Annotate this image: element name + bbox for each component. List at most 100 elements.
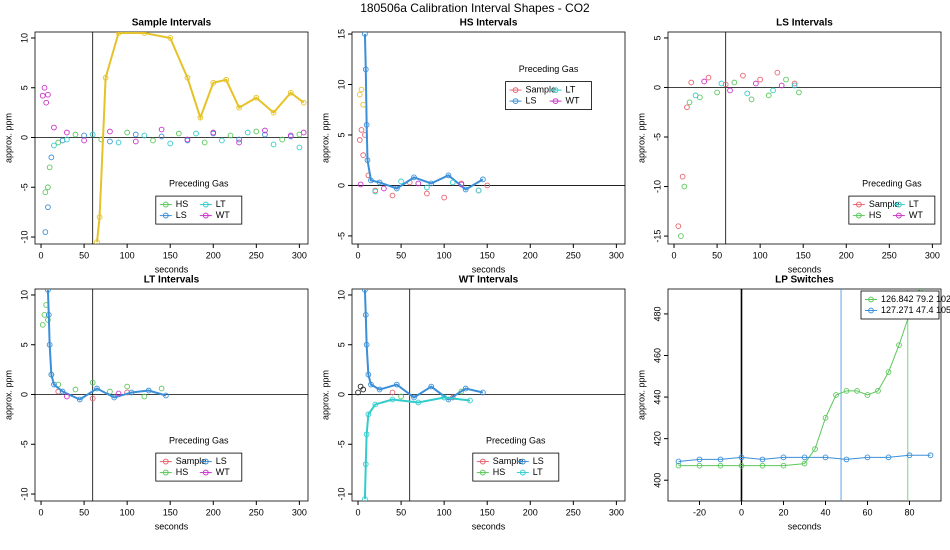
panel-title: LT Intervals	[144, 275, 200, 286]
data-point	[833, 392, 839, 398]
data-point	[253, 94, 260, 101]
data-point	[362, 461, 369, 468]
figure-title: 180506a Calibration Interval Shapes - CO…	[360, 1, 590, 15]
data-point	[372, 188, 379, 195]
data-point	[686, 99, 693, 106]
legend-swatch	[202, 469, 209, 476]
data-point	[132, 131, 139, 138]
legend-box	[860, 290, 940, 320]
x-tick-label: 300	[609, 250, 624, 260]
data-point	[356, 91, 363, 98]
data-point	[372, 401, 379, 408]
x-tick-label: 50	[79, 507, 89, 517]
y-axis-label: approx. ppm	[320, 113, 330, 163]
data-point	[175, 130, 182, 137]
data-point	[854, 387, 860, 394]
data-point	[774, 69, 781, 76]
data-point	[262, 127, 268, 134]
series-line	[96, 32, 305, 243]
legend-swatch	[202, 458, 209, 465]
legend-title: Preceding Gas	[486, 435, 546, 445]
data-point	[45, 312, 52, 318]
data-point	[714, 89, 720, 96]
y-tick-label: 5	[19, 342, 29, 347]
data-point	[45, 91, 51, 98]
y-tick-label: -10	[19, 231, 29, 244]
data-point	[355, 389, 361, 396]
data-point	[210, 129, 217, 136]
plot-box	[667, 31, 942, 245]
data-point	[115, 139, 122, 146]
data-point	[770, 87, 776, 94]
data-point	[389, 389, 396, 396]
y-tick-label: 0	[652, 85, 662, 90]
data-point	[223, 76, 230, 83]
data-point	[791, 80, 798, 87]
data-point	[738, 462, 745, 469]
data-point	[759, 456, 766, 463]
legend-swatch	[479, 458, 486, 465]
plot-box	[351, 31, 626, 245]
data-point	[362, 66, 369, 73]
data-point	[363, 341, 370, 348]
x-axis-label: seconds	[472, 521, 506, 531]
data-point	[51, 142, 57, 149]
data-point	[441, 194, 447, 201]
data-point	[364, 157, 371, 164]
data-point	[72, 386, 79, 393]
data-point	[132, 138, 139, 145]
legend-swatch	[895, 212, 902, 219]
data-point	[46, 341, 53, 348]
data-point	[718, 80, 725, 87]
data-point	[51, 381, 57, 388]
y-tick-label: -5	[336, 232, 346, 240]
plot-area	[35, 289, 308, 501]
data-point	[681, 183, 688, 190]
data-point	[875, 387, 881, 394]
legend-label: 126.842 79.2 102	[881, 294, 950, 304]
data-point	[692, 92, 699, 99]
data-point	[467, 397, 473, 404]
x-tick-label: 0	[356, 507, 361, 517]
data-point	[688, 79, 695, 86]
data-point	[365, 371, 372, 378]
data-point	[675, 223, 682, 230]
y-tick-label: -10	[19, 488, 29, 501]
data-point	[389, 192, 396, 199]
x-tick-label: 40	[820, 507, 830, 517]
legend-swatch	[868, 296, 874, 303]
data-point	[885, 454, 892, 461]
data-point	[360, 152, 367, 159]
data-point	[89, 131, 96, 138]
data-point	[864, 392, 871, 398]
legend-label: HS	[176, 467, 189, 477]
y-tick-label: -10	[336, 488, 346, 501]
data-point	[462, 385, 469, 392]
data-point	[705, 74, 712, 81]
data-point	[145, 387, 152, 394]
data-point	[150, 137, 156, 144]
data-point	[927, 452, 934, 459]
data-point	[362, 32, 368, 37]
plot-area	[668, 32, 941, 244]
data-point	[219, 137, 225, 144]
y-tick-label: -10	[652, 180, 662, 193]
panel-title: Sample Intervals	[132, 18, 212, 29]
x-tick-label: 150	[163, 250, 178, 260]
y-axis-label: approx. ppm	[320, 370, 330, 420]
x-axis-label: seconds	[472, 264, 506, 274]
data-point	[765, 92, 772, 99]
data-point	[45, 184, 51, 191]
x-tick-label: 300	[609, 507, 624, 517]
data-point	[398, 393, 404, 400]
x-tick-label: 100	[753, 250, 768, 260]
data-point	[59, 388, 66, 395]
legend-swatch	[512, 98, 519, 104]
x-tick-label: 0	[739, 507, 744, 517]
data-point	[279, 136, 286, 143]
data-point	[356, 137, 363, 143]
legend-box	[848, 195, 936, 225]
